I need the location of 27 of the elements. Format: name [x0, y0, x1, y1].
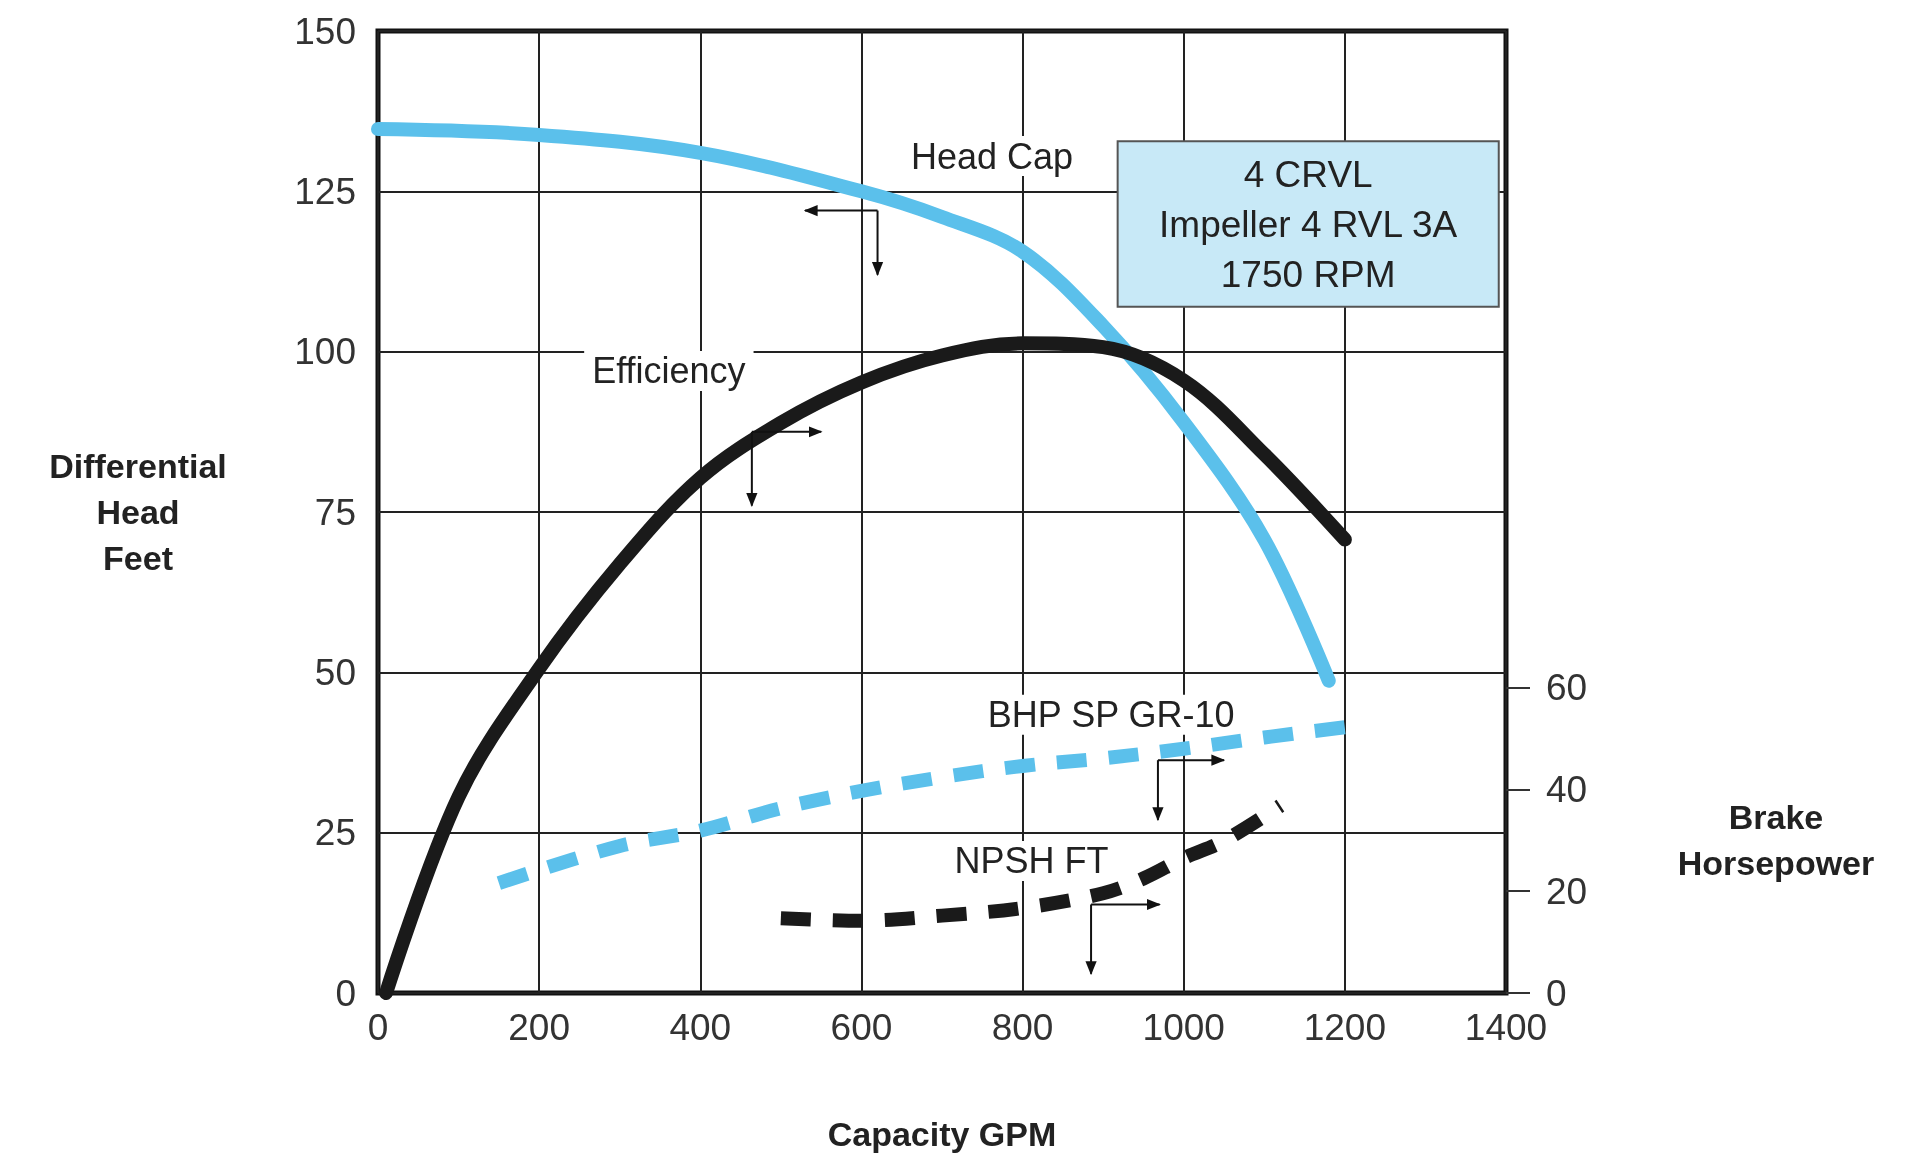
y2-tick-label: 60: [1546, 667, 1588, 709]
series-label: Head Cap: [910, 135, 1074, 177]
x-axis-title: Capacity GPM: [827, 1115, 1057, 1153]
series-label: Efficiency: [592, 350, 746, 392]
y2-tick-label: 0: [1546, 972, 1567, 1014]
y-tick-label: 0: [335, 972, 356, 1014]
y-tick-label: 50: [314, 651, 356, 693]
y-tick-label: 150: [294, 10, 356, 52]
y-tick-label: 75: [314, 491, 356, 533]
annotation: 4 CRVL Impeller 4 RVL 3A 1750 RPM: [1159, 153, 1458, 295]
x-tick-label: 1200: [1303, 1007, 1387, 1048]
x-tick-label: 200: [508, 1007, 571, 1048]
x-tick-label: 400: [669, 1007, 732, 1048]
y-tick-label: 100: [294, 331, 356, 373]
y2-tick-label: 20: [1546, 870, 1588, 912]
y2-tick-label: 40: [1546, 768, 1588, 810]
series-label: NPSH FT: [954, 840, 1109, 882]
x-tick-label: 1000: [1142, 1007, 1225, 1048]
y-tick-label: 125: [294, 170, 356, 212]
x-tick-label: 600: [830, 1007, 893, 1048]
y2-axis-title: Brake Horsepower: [1677, 798, 1875, 883]
x-tick-label: 1400: [1464, 1007, 1548, 1048]
y-tick-label: 25: [314, 812, 356, 854]
series-label: BHP SP GR-10: [987, 694, 1235, 736]
x-tick-label: 800: [991, 1007, 1054, 1048]
y-axis-title: Differential Head Feet: [49, 447, 227, 577]
x-tick-label: 0: [367, 1007, 389, 1048]
